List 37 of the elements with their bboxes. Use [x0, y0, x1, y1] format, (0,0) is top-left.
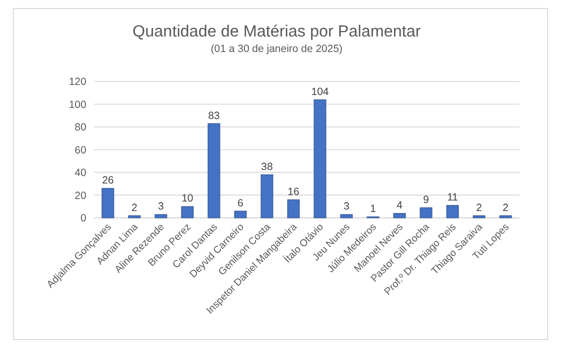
- y-tick-label: 100: [68, 100, 87, 111]
- bar: [181, 206, 194, 218]
- y-tick-label: 60: [74, 145, 87, 156]
- data-label: 26: [102, 176, 114, 187]
- chart-subtitle: (01 a 30 de janeiro de 2025): [210, 44, 343, 55]
- y-tick-label: 20: [74, 190, 87, 202]
- data-label: 83: [208, 110, 220, 122]
- data-label: 3: [344, 202, 350, 213]
- y-tick-label: 120: [68, 77, 87, 88]
- bar: [420, 207, 432, 218]
- data-label: 4: [396, 200, 403, 212]
- data-label: 3: [158, 202, 164, 213]
- y-tick-label: 40: [74, 168, 87, 180]
- chart-title: Quantidade de Matérias por Palamentar: [132, 22, 422, 41]
- data-label: 9: [423, 194, 430, 206]
- bar: [340, 214, 353, 218]
- y-tick-label: 80: [74, 122, 87, 134]
- data-label: 16: [288, 186, 300, 198]
- bar: [314, 99, 326, 218]
- bar: [446, 205, 459, 218]
- bar: [393, 213, 406, 218]
- data-label: 10: [182, 194, 194, 205]
- bar: [154, 214, 168, 218]
- data-label: 2: [131, 202, 138, 214]
- data-label: 2: [476, 202, 482, 214]
- bar: [102, 188, 114, 218]
- bar: [260, 174, 274, 218]
- data-label: 11: [447, 192, 458, 204]
- bar: [234, 210, 247, 218]
- data-label: 6: [238, 198, 244, 210]
- data-label: 1: [370, 204, 376, 215]
- bar: [287, 199, 300, 218]
- bar: [208, 123, 220, 218]
- y-tick-label: 0: [80, 214, 87, 225]
- data-label: 104: [311, 86, 329, 98]
- data-label: 2: [502, 202, 509, 214]
- data-label: 38: [261, 162, 273, 173]
